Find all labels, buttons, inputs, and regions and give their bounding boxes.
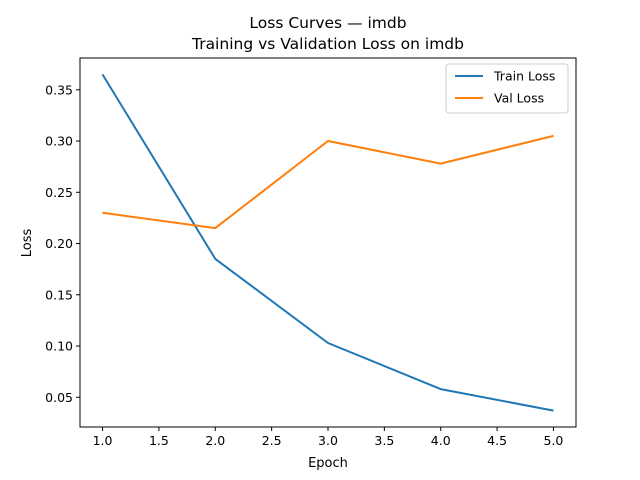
y-tick-label: 0.05 [45, 390, 73, 405]
plot-frame [79, 57, 577, 428]
x-tick-label: 5.0 [544, 433, 564, 448]
train-loss-line [101, 73, 554, 412]
series-lines [101, 73, 554, 412]
y-axis-label: Loss [20, 229, 35, 258]
x-tick-label: 3.5 [374, 433, 394, 448]
y-tick-label: 0.35 [45, 82, 73, 97]
legend: Train Loss Val Loss [445, 63, 569, 114]
legend-train-label: Train Loss [493, 69, 555, 84]
val-loss-line [102, 134, 554, 230]
y-tick-label: 0.10 [45, 339, 73, 354]
legend-val-label: Val Loss [494, 91, 544, 106]
x-axis-ticks: 1.0 1.5 2.0 2.5 3.0 3.5 4.0 4.5 5.0 [93, 427, 564, 448]
x-tick-label: 2.5 [262, 433, 282, 448]
x-tick-label: 4.0 [431, 433, 451, 448]
chart-title: Loss Curves — imdb [249, 14, 406, 32]
y-tick-label: 0.30 [45, 134, 73, 149]
x-axis-label: Epoch [308, 456, 348, 471]
x-tick-label: 3.0 [318, 433, 338, 448]
y-axis-ticks: 0.05 0.10 0.15 0.20 0.25 0.30 0.35 [45, 82, 80, 405]
x-tick-label: 2.0 [205, 433, 225, 448]
y-tick-label: 0.25 [45, 185, 73, 200]
x-tick-label: 1.5 [149, 433, 169, 448]
y-tick-label: 0.20 [45, 236, 73, 251]
chart-subtitle: Training vs Validation Loss on imdb [191, 35, 464, 53]
x-tick-label: 4.5 [487, 433, 507, 448]
y-tick-label: 0.15 [45, 287, 73, 302]
x-tick-label: 1.0 [93, 433, 113, 448]
